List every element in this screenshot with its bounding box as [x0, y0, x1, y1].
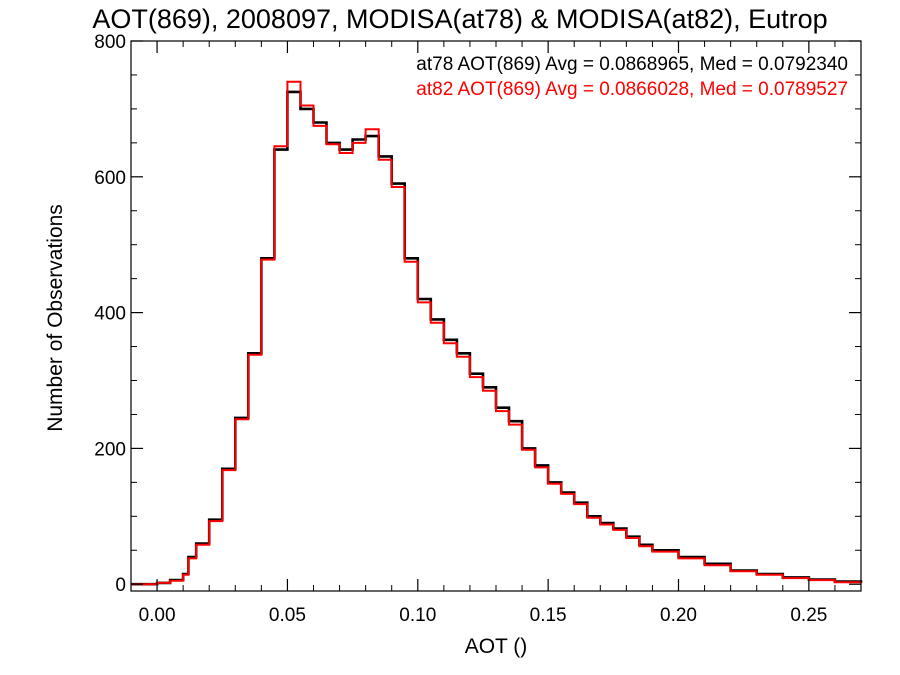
- plot-frame: [130, 40, 862, 592]
- y-tick-label: 200: [94, 439, 126, 460]
- x-axis-label: AOT (): [465, 635, 528, 658]
- axis-layer: 0.00 0.05 0.10 0.15 0.20 0.25 0 200 400 600 800: [94, 32, 862, 626]
- x-tick-label: 0.10: [399, 605, 436, 626]
- x-tick-label: 0.00: [139, 605, 176, 626]
- series-line-1: [131, 80, 862, 586]
- y-tick-label: 800: [94, 32, 126, 53]
- y-tick-label: 400: [94, 304, 126, 325]
- y-tick-label: 600: [94, 168, 126, 189]
- y-tick-label: 0: [115, 575, 126, 596]
- annotation-at78: at78 AOT(869) Avg = 0.0868965, Med = 0.0…: [416, 54, 848, 75]
- series-layer: [131, 80, 863, 586]
- x-tick-label: 0.15: [530, 605, 567, 626]
- annotation-at82: at82 AOT(869) Avg = 0.0866028, Med = 0.0…: [416, 79, 848, 100]
- chart-title: AOT(869), 2008097, MODISA(at78) & MODISA…: [92, 4, 827, 34]
- x-tick-label: 0.05: [269, 605, 306, 626]
- x-tick-label: 0.20: [660, 605, 697, 626]
- series-line-0: [131, 90, 863, 586]
- x-tick-label: 0.25: [790, 605, 827, 626]
- y-axis-label: Number of Observations: [44, 204, 67, 432]
